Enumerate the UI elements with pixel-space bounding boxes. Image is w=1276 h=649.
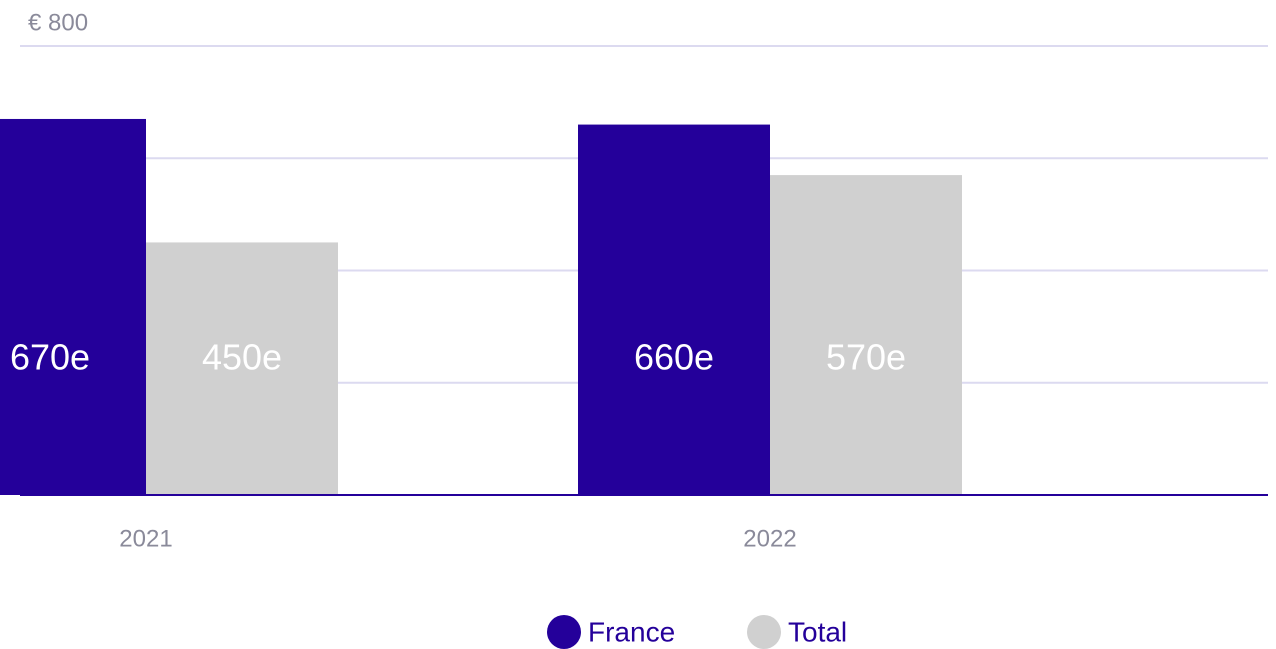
value-label: 570e — [826, 337, 906, 378]
bar — [770, 175, 962, 495]
legend-label: Total — [788, 616, 847, 647]
x-tick-label: 2021 — [119, 525, 172, 552]
legend-label: France — [588, 616, 675, 647]
value-label: 660e — [634, 337, 714, 378]
bar — [0, 118, 146, 496]
legend-swatch — [547, 615, 581, 649]
y-tick-label: € 800 — [28, 9, 88, 36]
bar — [146, 242, 338, 495]
value-label: 670e — [10, 337, 90, 378]
legend-swatch — [747, 615, 781, 649]
x-tick-label: 2022 — [743, 525, 796, 552]
bar — [578, 124, 770, 495]
value-label: 450e — [202, 337, 282, 378]
